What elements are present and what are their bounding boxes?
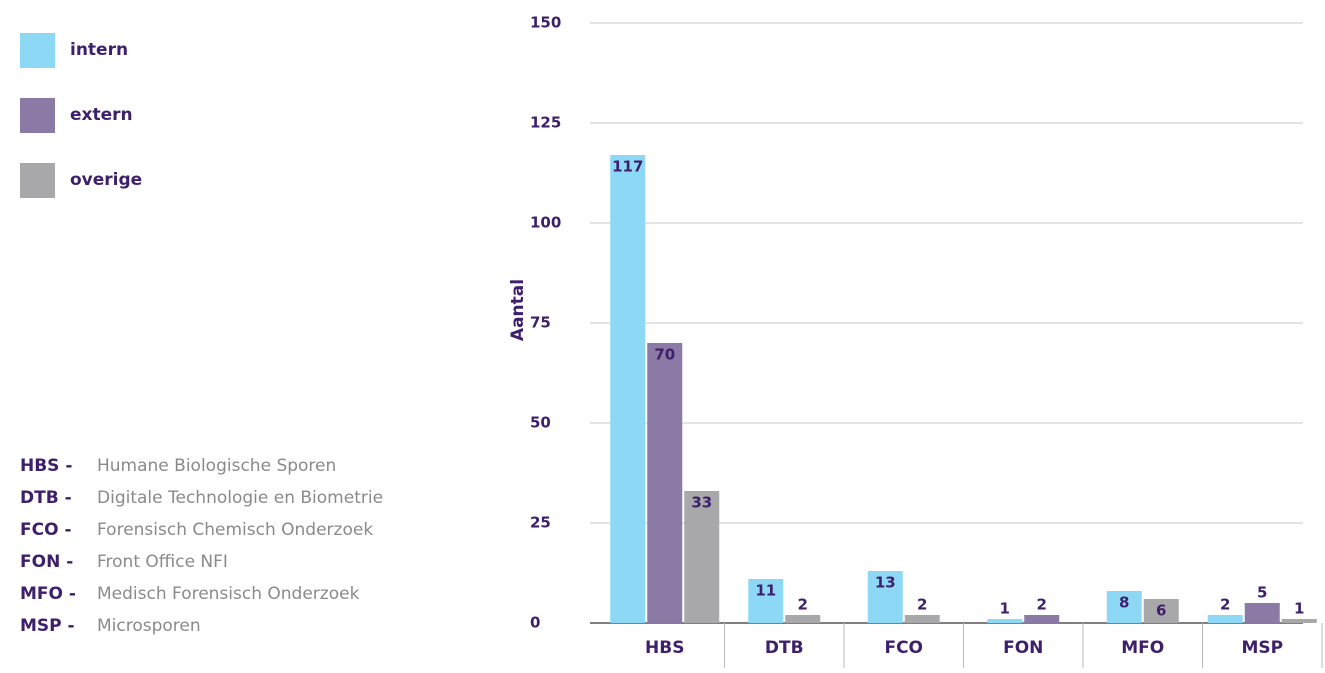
value-label: 6 xyxy=(1156,602,1166,620)
value-label: 2 xyxy=(798,596,808,614)
bar xyxy=(987,619,1023,623)
bar xyxy=(610,155,646,623)
abbreviation-code: HBS - xyxy=(20,456,72,476)
abbreviation-code: FON - xyxy=(20,552,73,572)
bar xyxy=(1106,591,1142,623)
value-label: 8 xyxy=(1119,594,1129,612)
legend-swatch xyxy=(20,163,55,198)
y-tick-label: 100 xyxy=(530,214,561,232)
bar xyxy=(1281,619,1317,623)
bar xyxy=(1024,615,1060,623)
y-tick-label: 0 xyxy=(530,614,540,632)
value-label: 11 xyxy=(755,582,776,600)
value-label: 2 xyxy=(1037,596,1047,614)
bar xyxy=(684,491,720,623)
legend-label: intern xyxy=(70,40,128,60)
value-label: 1 xyxy=(1294,600,1304,618)
value-label: 2 xyxy=(917,596,927,614)
value-label: 2 xyxy=(1220,596,1230,614)
value-label: 13 xyxy=(875,574,896,592)
legend-swatch xyxy=(20,98,55,133)
bar xyxy=(867,571,903,623)
abbreviation-name: Medisch Forensisch Onderzoek xyxy=(97,584,360,604)
x-tick-label: DTB xyxy=(765,638,804,658)
value-label: 117 xyxy=(612,158,643,176)
value-label: 5 xyxy=(1257,584,1267,602)
abbreviation-code: MSP - xyxy=(20,616,75,636)
x-tick-label: HBS xyxy=(645,638,684,658)
abbreviation-name: Microsporen xyxy=(97,616,201,636)
abbreviation-name: Digitale Technologie en Biometrie xyxy=(97,488,383,508)
y-axis-label: Aantal xyxy=(508,279,528,341)
y-tick-label: 75 xyxy=(530,314,551,332)
abbreviation-code: FCO - xyxy=(20,520,72,540)
abbreviation-code: MFO - xyxy=(20,584,76,604)
legend-label: extern xyxy=(70,105,133,125)
abbreviation-name: Forensisch Chemisch Onderzoek xyxy=(97,520,373,540)
y-tick-label: 50 xyxy=(530,414,551,432)
bar xyxy=(647,343,683,623)
bar xyxy=(1244,603,1280,623)
legend-label: overige xyxy=(70,170,142,190)
value-label: 33 xyxy=(691,494,712,512)
abbreviation-name: Humane Biologische Sporen xyxy=(97,456,336,476)
x-tick-label: FON xyxy=(1003,638,1043,658)
bar xyxy=(785,615,821,623)
x-tick-label: MSP xyxy=(1241,638,1283,658)
bar xyxy=(1207,615,1243,623)
legend-swatch xyxy=(20,33,55,68)
value-label: 1 xyxy=(1000,600,1010,618)
y-tick-label: 125 xyxy=(530,114,561,132)
y-tick-label: 25 xyxy=(530,514,551,532)
bar xyxy=(1143,599,1179,623)
value-label: 70 xyxy=(654,346,675,364)
x-tick-label: MFO xyxy=(1121,638,1164,658)
bar xyxy=(904,615,940,623)
y-tick-label: 150 xyxy=(530,14,561,32)
abbreviation-code: DTB - xyxy=(20,488,72,508)
bar xyxy=(748,579,784,623)
abbreviation-name: Front Office NFI xyxy=(97,552,228,572)
x-tick-label: FCO xyxy=(884,638,923,658)
